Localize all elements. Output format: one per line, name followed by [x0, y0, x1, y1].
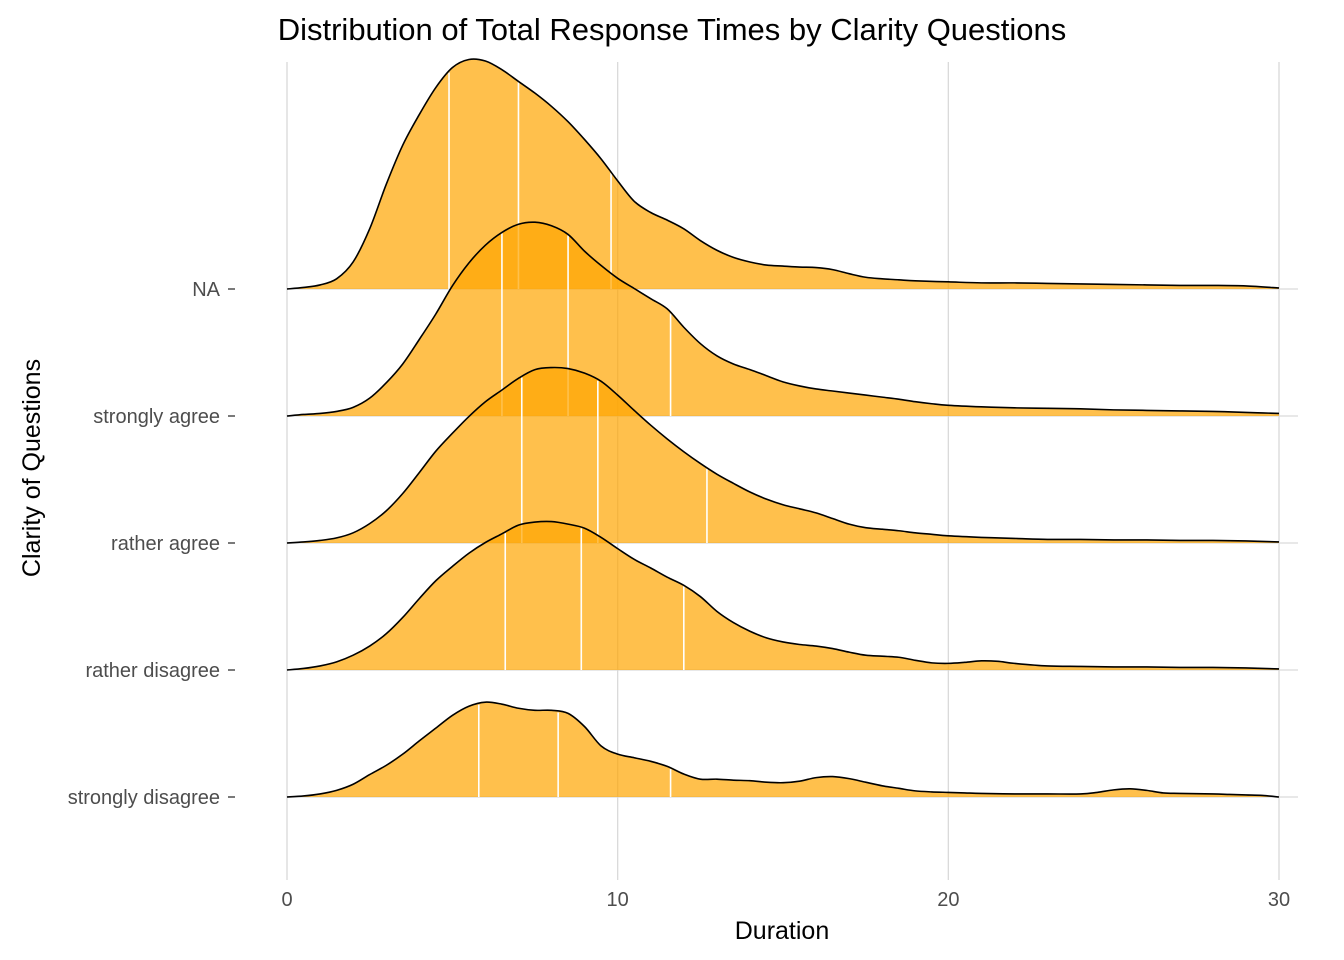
ridge-rather-agree [286, 366, 1280, 544]
y-tick-label: strongly agree [93, 406, 220, 428]
ridge-strongly-disagree [286, 701, 1280, 798]
ridge-na [286, 58, 1280, 290]
x-tick-label: 20 [937, 889, 959, 911]
y-tick-label: rather agree [111, 533, 220, 555]
y-tick-label: strongly disagree [68, 787, 220, 809]
x-axis-title: Duration [735, 917, 830, 945]
x-tick-label: 10 [607, 889, 629, 911]
y-tick-label: NA [192, 279, 220, 301]
ridge-outline [286, 221, 1280, 417]
x-tick-label: 0 [281, 889, 292, 911]
y-tick-label: rather disagree [85, 660, 220, 682]
axis-layer: 0 10 20 30 strongly disagree rather disagree r… [68, 279, 1290, 911]
ridge-area [287, 702, 1279, 797]
ridge-outline [286, 520, 1280, 671]
ridge-outline [286, 58, 1280, 290]
ridge-layer [286, 58, 1280, 798]
ridge-area [287, 222, 1279, 416]
ridge-area [287, 521, 1279, 670]
ridge-outline [286, 366, 1280, 544]
ridge-area [287, 59, 1279, 289]
ridge-outline [286, 701, 1280, 798]
ridge-area [287, 367, 1279, 543]
x-tick-label: 30 [1268, 889, 1290, 911]
y-axis-title: Clarity of Questions [18, 359, 46, 577]
ridge-rather-disagree [286, 520, 1280, 671]
chart-title: Distribution of Total Response Times by … [278, 12, 1067, 47]
